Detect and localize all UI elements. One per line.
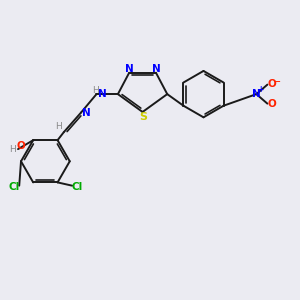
- Text: −: −: [273, 77, 280, 86]
- Text: N: N: [98, 89, 107, 99]
- Text: N: N: [125, 64, 134, 74]
- Text: N: N: [82, 108, 91, 118]
- Text: Cl: Cl: [72, 182, 83, 193]
- Text: S: S: [139, 112, 147, 122]
- Text: H: H: [92, 86, 99, 95]
- Text: N: N: [152, 64, 160, 74]
- Text: H: H: [55, 122, 62, 131]
- Text: H: H: [9, 145, 16, 154]
- Text: O: O: [268, 99, 277, 109]
- Text: Cl: Cl: [8, 182, 20, 193]
- Text: O: O: [16, 140, 26, 151]
- Text: O: O: [268, 79, 277, 89]
- Text: +: +: [257, 85, 263, 94]
- Text: N: N: [252, 89, 261, 99]
